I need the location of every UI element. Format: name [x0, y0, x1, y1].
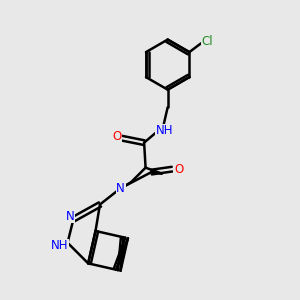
- Text: N: N: [116, 182, 125, 195]
- Text: O: O: [112, 130, 122, 143]
- Text: O: O: [174, 163, 183, 176]
- Text: NH: NH: [51, 239, 68, 252]
- Text: Cl: Cl: [202, 35, 213, 48]
- Text: NH: NH: [156, 124, 173, 137]
- Text: N: N: [66, 210, 75, 223]
